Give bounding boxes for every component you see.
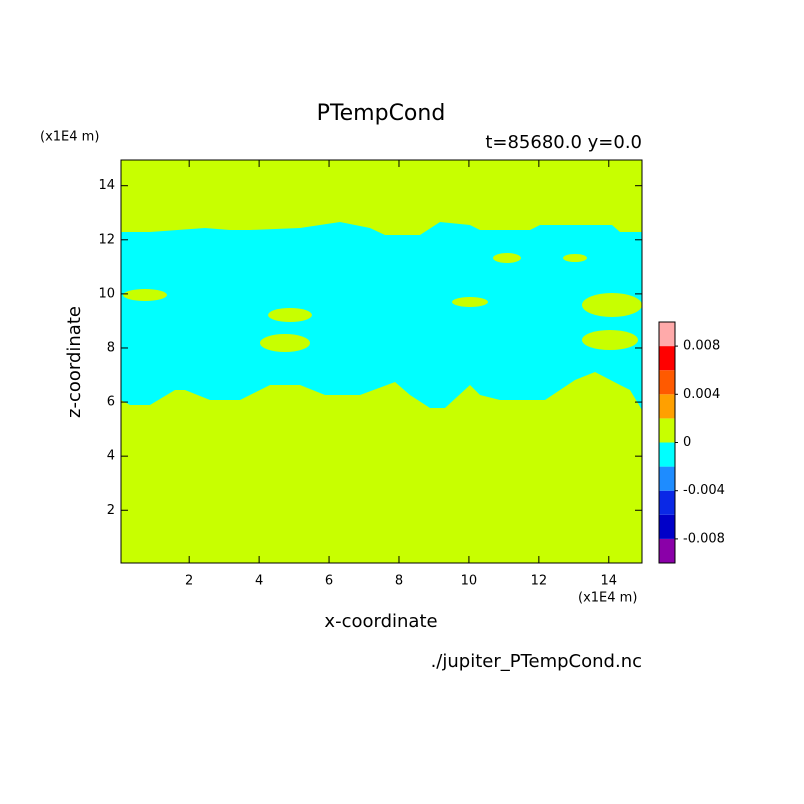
colorbar-bin (659, 322, 675, 347)
colorbar-bin (659, 418, 675, 443)
x-tick-label: 8 (395, 574, 403, 589)
y-tick-label: 4 (107, 449, 115, 464)
y-tick-label: 14 (98, 178, 115, 193)
region-positive (452, 297, 488, 307)
region-positive (123, 289, 167, 301)
colorbar-bin (659, 538, 675, 563)
colorbar-bin (659, 466, 675, 491)
colorbar-tick-label: 0.004 (683, 387, 720, 402)
colorbar-tick-label: 0.008 (683, 339, 720, 354)
y-tick-label: 12 (98, 232, 115, 247)
colorbar-tick-label: 0 (683, 435, 691, 450)
x-tick-label: 10 (461, 574, 478, 589)
y-tick-label: 6 (107, 395, 115, 410)
x-tick-label: 4 (255, 574, 263, 589)
colorbar-tick-label: -0.004 (683, 483, 725, 498)
y-tick-label: 10 (98, 286, 115, 301)
colorbar-bin (659, 346, 675, 371)
x-unit: (x1E4 m) (578, 591, 637, 606)
region-positive (582, 293, 642, 317)
y-tick-label: 2 (107, 503, 115, 518)
contour-field (121, 160, 642, 563)
region-positive (582, 330, 638, 350)
colorbar-bin (659, 442, 675, 467)
colorbar-bin (659, 394, 675, 419)
colorbar-tick-label: -0.008 (683, 531, 725, 546)
plot-frame (120, 159, 643, 564)
colorbar-bin (659, 490, 675, 515)
chart-title: PTempCond (317, 101, 446, 126)
source-label: ./jupiter_PTempCond.nc (431, 651, 642, 672)
region-positive (260, 334, 310, 352)
y-unit: (x1E4 m) (40, 130, 99, 145)
chart-subtitle: t=85680.0 y=0.0 (485, 132, 642, 153)
y-tick-label: 8 (107, 340, 115, 355)
colorbar-bin (659, 514, 675, 539)
x-axis-label: x-coordinate (324, 611, 437, 632)
x-tick-label: 12 (531, 574, 548, 589)
x-tick-label: 14 (601, 574, 618, 589)
region-positive (268, 308, 312, 322)
region-positive (563, 254, 587, 262)
x-tick-label: 2 (185, 574, 193, 589)
y-axis-label: z-coordinate (64, 306, 85, 418)
region-negative (121, 222, 642, 410)
region-positive (493, 253, 521, 263)
colorbar-bin (659, 370, 675, 395)
x-tick-label: 6 (325, 574, 333, 589)
